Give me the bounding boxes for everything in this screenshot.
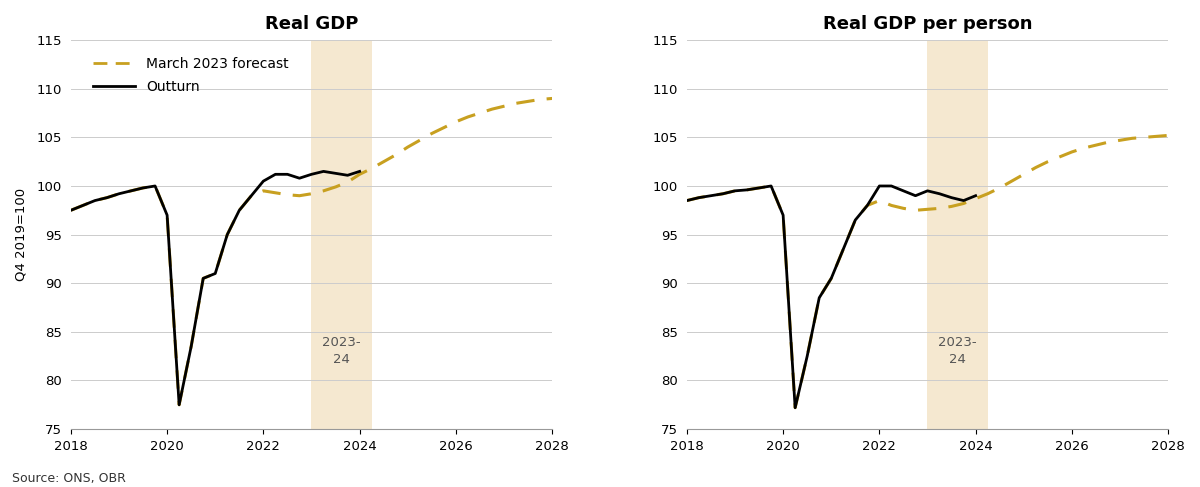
Y-axis label: Q4 2019=100: Q4 2019=100 [14,188,28,281]
Title: Real GDP per person: Real GDP per person [823,15,1032,33]
Bar [928,40,988,429]
Title: Real GDP: Real GDP [265,15,358,33]
Text: 2023-
24: 2023- 24 [938,337,977,366]
Text: 2023-
24: 2023- 24 [322,337,361,366]
Bar [312,40,372,429]
Text: Source: ONS, OBR: Source: ONS, OBR [12,471,126,485]
Legend: March 2023 forecast, Outturn: March 2023 forecast, Outturn [88,51,294,100]
